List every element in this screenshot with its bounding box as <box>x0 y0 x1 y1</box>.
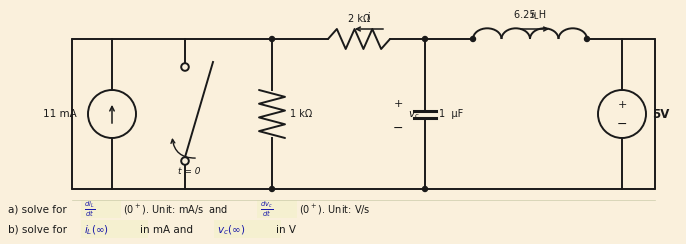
Circle shape <box>88 90 136 138</box>
Text: $v_c(\infty)$: $v_c(\infty)$ <box>217 223 245 237</box>
Text: 11 mA: 11 mA <box>43 109 77 119</box>
Circle shape <box>181 63 189 71</box>
Circle shape <box>270 186 274 192</box>
Circle shape <box>423 37 427 41</box>
Text: $v_{\rm c}$: $v_{\rm c}$ <box>408 109 420 121</box>
Text: in mA and: in mA and <box>140 225 193 235</box>
Text: −: − <box>393 122 403 134</box>
Circle shape <box>598 90 646 138</box>
Circle shape <box>584 37 589 41</box>
Text: $\frac{di_L}{dt}$: $\frac{di_L}{dt}$ <box>84 199 95 219</box>
Text: $i_L(\infty)$: $i_L(\infty)$ <box>84 223 109 237</box>
Circle shape <box>181 157 189 165</box>
Circle shape <box>471 37 475 41</box>
Text: in V: in V <box>276 225 296 235</box>
Text: 1  μF: 1 μF <box>439 109 463 119</box>
Text: 2 kΩ: 2 kΩ <box>348 14 370 24</box>
FancyBboxPatch shape <box>81 220 148 238</box>
Text: −: − <box>617 118 627 131</box>
Text: a) solve for: a) solve for <box>8 205 67 215</box>
Text: $\frac{dv_c}{dt}$: $\frac{dv_c}{dt}$ <box>260 199 273 219</box>
FancyBboxPatch shape <box>214 220 281 238</box>
Text: $i_{\rm L}$: $i_{\rm L}$ <box>530 8 540 22</box>
FancyBboxPatch shape <box>81 200 121 218</box>
Text: +: + <box>617 100 627 110</box>
FancyBboxPatch shape <box>257 200 297 218</box>
Circle shape <box>423 186 427 192</box>
Text: b) solve for: b) solve for <box>8 225 67 235</box>
Text: $i$: $i$ <box>366 10 372 22</box>
Circle shape <box>270 37 274 41</box>
Text: $(0^+)$. Unit: mA/s  and: $(0^+)$. Unit: mA/s and <box>123 203 228 217</box>
Text: $(0^+)$. Unit: V/s: $(0^+)$. Unit: V/s <box>299 203 370 217</box>
Text: 6.25 H: 6.25 H <box>514 10 546 20</box>
Text: t = 0: t = 0 <box>178 167 200 176</box>
Text: 1 kΩ: 1 kΩ <box>290 109 312 119</box>
Text: 5V: 5V <box>652 108 670 121</box>
Text: +: + <box>393 99 403 109</box>
